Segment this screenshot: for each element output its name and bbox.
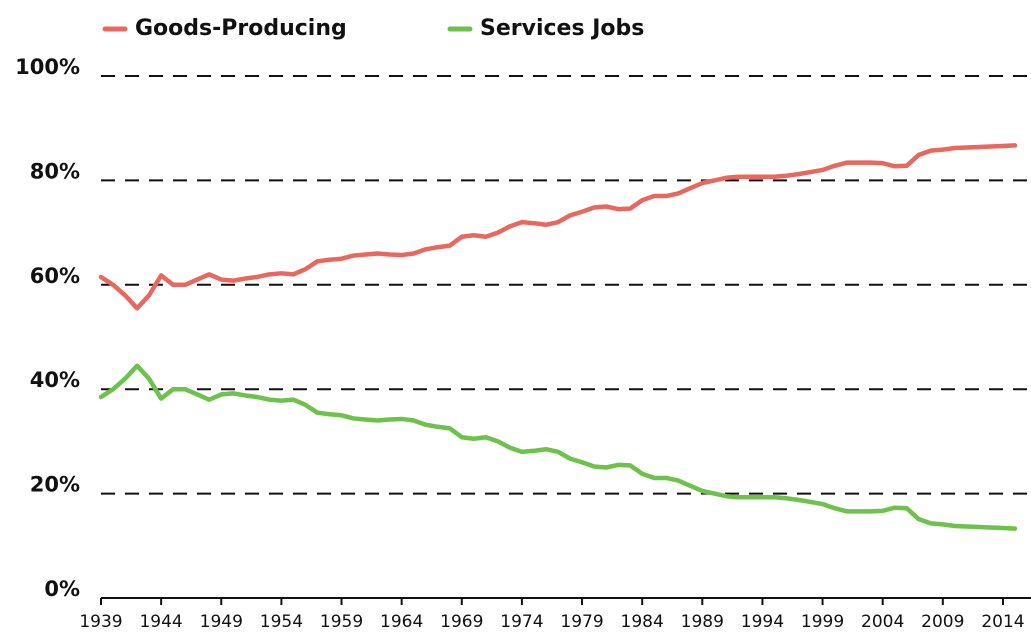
data-line [98,143,1018,311]
x-tick-label: 2014 [981,612,1024,632]
x-tick-label: 1969 [440,612,483,632]
x-tick-label: 1974 [500,612,543,632]
x-tick-label: 1994 [741,612,784,632]
data-line [98,363,1018,531]
x-tick-label: 1999 [801,612,844,632]
x-tick-label: 2004 [861,612,904,632]
x-tick-label: 1939 [79,612,122,632]
y-tick-label: 0% [44,577,80,601]
y-tick-label: 40% [30,368,80,392]
x-tick-label: 1984 [621,612,664,632]
x-tick-label: 1944 [139,612,182,632]
x-tick-label: 1954 [260,612,303,632]
y-tick-label: 100% [15,55,80,79]
x-tick-label: 1959 [320,612,363,632]
y-tick-label: 20% [30,473,80,497]
x-tick-label: 2009 [921,612,964,632]
x-tick-label: 1949 [200,612,243,632]
x-tick-label: 1979 [560,612,603,632]
x-tick-label: 1989 [681,612,724,632]
y-tick-label: 80% [30,159,80,183]
legend-label: Goods-Producing [135,16,347,41]
x-tick-label: 1964 [380,612,423,632]
legend-label: Services Jobs [480,16,644,41]
y-tick-label: 60% [30,264,80,288]
